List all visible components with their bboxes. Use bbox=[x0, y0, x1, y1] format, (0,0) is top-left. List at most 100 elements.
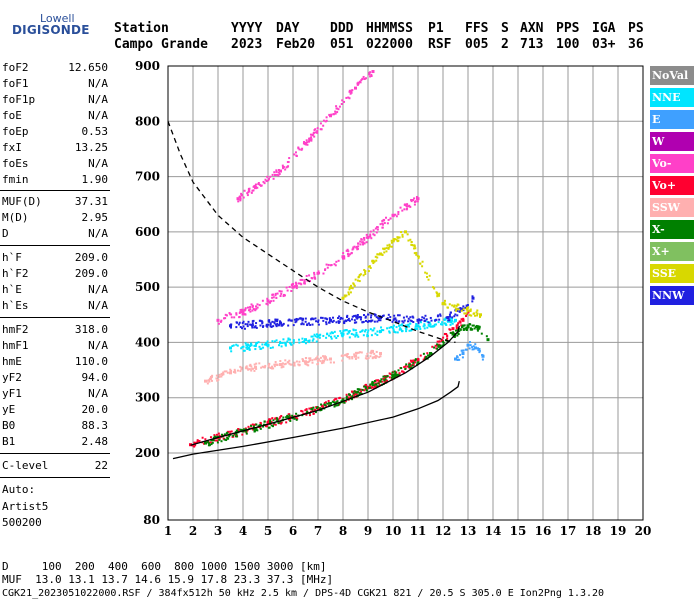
data-point bbox=[318, 358, 321, 361]
data-point bbox=[472, 348, 475, 351]
data-point bbox=[308, 407, 311, 410]
data-point bbox=[271, 346, 274, 349]
x-tick-label: 10 bbox=[385, 524, 402, 538]
data-point bbox=[319, 407, 322, 410]
data-point bbox=[308, 414, 311, 417]
data-point bbox=[456, 309, 459, 312]
data-point bbox=[274, 417, 277, 420]
data-point bbox=[421, 265, 424, 268]
data-point bbox=[341, 398, 345, 402]
data-point bbox=[436, 343, 439, 346]
data-point bbox=[301, 340, 304, 343]
data-point bbox=[465, 348, 468, 351]
data-point bbox=[404, 365, 407, 368]
data-point bbox=[242, 320, 245, 323]
data-point bbox=[369, 316, 372, 319]
data-point bbox=[387, 218, 390, 221]
data-point bbox=[348, 336, 351, 339]
data-point bbox=[409, 316, 412, 319]
data-point bbox=[246, 345, 249, 348]
data-point bbox=[271, 296, 274, 299]
data-point bbox=[394, 213, 397, 216]
data-point bbox=[246, 367, 249, 370]
data-point bbox=[403, 366, 406, 369]
header-value-axn: 713 bbox=[520, 37, 544, 52]
param-value: 318.0 bbox=[74, 323, 108, 336]
data-point bbox=[344, 400, 347, 403]
data-point bbox=[317, 323, 320, 326]
data-point bbox=[198, 440, 201, 443]
param-label: foF1p bbox=[2, 93, 36, 106]
data-point bbox=[415, 197, 418, 200]
data-point bbox=[407, 239, 410, 242]
data-point bbox=[238, 321, 241, 324]
data-point bbox=[395, 373, 398, 376]
data-point bbox=[308, 357, 311, 360]
data-point bbox=[315, 407, 318, 410]
data-point bbox=[353, 390, 356, 393]
data-point bbox=[450, 321, 453, 324]
data-point bbox=[461, 318, 464, 321]
data-point bbox=[259, 421, 262, 424]
data-point bbox=[310, 138, 313, 141]
data-point bbox=[476, 314, 479, 317]
data-point bbox=[267, 179, 270, 182]
param-value: N/A bbox=[88, 387, 108, 400]
data-point bbox=[381, 223, 384, 226]
data-point bbox=[293, 153, 296, 156]
data-point bbox=[436, 347, 439, 350]
data-point bbox=[262, 180, 265, 183]
data-point bbox=[205, 380, 208, 383]
data-point bbox=[345, 320, 348, 323]
data-point bbox=[406, 365, 409, 368]
x-tick-label: 19 bbox=[610, 524, 627, 538]
data-point bbox=[398, 328, 401, 331]
param-label: yF2 bbox=[2, 371, 22, 384]
data-point bbox=[250, 424, 253, 427]
data-point bbox=[354, 357, 357, 360]
data-point bbox=[405, 328, 408, 331]
data-point bbox=[236, 369, 239, 372]
data-point bbox=[428, 325, 431, 328]
data-point bbox=[364, 77, 367, 80]
y-tick-label: 600 bbox=[135, 225, 160, 239]
header-label-day: DAY bbox=[276, 21, 300, 36]
data-point bbox=[253, 363, 256, 366]
data-point bbox=[260, 320, 263, 323]
data-point bbox=[320, 405, 323, 408]
data-point bbox=[261, 321, 264, 324]
data-point bbox=[298, 148, 301, 151]
data-point bbox=[240, 311, 243, 314]
data-point bbox=[370, 334, 373, 337]
data-point bbox=[324, 357, 327, 360]
data-point bbox=[288, 418, 291, 421]
data-point bbox=[408, 366, 411, 369]
data-point bbox=[243, 349, 246, 352]
data-point bbox=[344, 295, 347, 298]
data-point bbox=[353, 314, 356, 317]
data-point bbox=[287, 324, 290, 327]
data-point bbox=[241, 313, 244, 316]
data-point bbox=[279, 321, 282, 325]
data-point bbox=[314, 317, 317, 320]
data-point bbox=[277, 422, 280, 425]
data-point bbox=[335, 107, 338, 110]
data-point bbox=[356, 83, 359, 86]
data-point bbox=[285, 416, 288, 419]
data-point bbox=[291, 414, 294, 417]
data-point bbox=[223, 438, 226, 441]
data-point bbox=[397, 374, 400, 377]
data-point bbox=[255, 423, 258, 426]
param-row: D N/A bbox=[2, 226, 108, 242]
data-point bbox=[311, 339, 314, 342]
data-point bbox=[381, 314, 384, 317]
data-point bbox=[468, 314, 471, 317]
data-point bbox=[317, 319, 320, 322]
data-point bbox=[242, 345, 245, 348]
data-point bbox=[239, 428, 242, 431]
data-point bbox=[425, 355, 428, 358]
data-point bbox=[218, 434, 221, 437]
data-point bbox=[368, 71, 371, 74]
data-point bbox=[266, 345, 269, 348]
